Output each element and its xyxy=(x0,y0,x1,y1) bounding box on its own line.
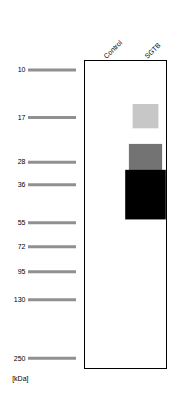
svg-text:36: 36 xyxy=(18,181,26,188)
svg-text:[kDa]: [kDa] xyxy=(12,375,28,383)
svg-text:Control: Control xyxy=(102,39,123,60)
svg-text:SGTB: SGTB xyxy=(143,41,162,60)
svg-text:130: 130 xyxy=(14,296,26,303)
svg-text:95: 95 xyxy=(18,268,26,275)
svg-text:55: 55 xyxy=(18,219,26,226)
svg-text:28: 28 xyxy=(18,158,26,165)
svg-text:72: 72 xyxy=(18,243,26,250)
svg-text:17: 17 xyxy=(18,114,26,121)
svg-text:250: 250 xyxy=(14,355,26,362)
svg-text:10: 10 xyxy=(18,66,26,73)
